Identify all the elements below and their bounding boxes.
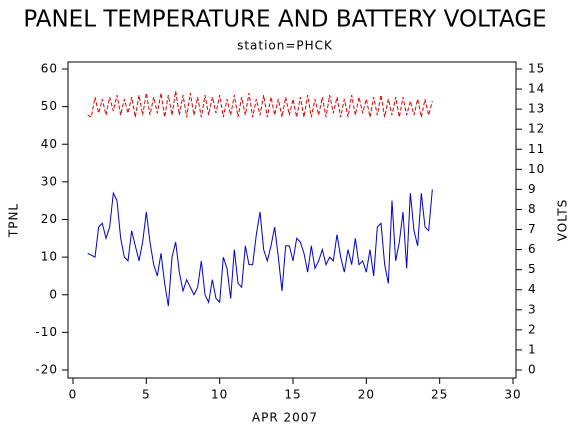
plot-frame bbox=[67, 61, 517, 379]
y2-tick-label: 6 bbox=[528, 242, 537, 256]
y-tick-label: 20 bbox=[41, 212, 58, 226]
series-line bbox=[87, 90, 433, 118]
y2-tick-label: 11 bbox=[528, 142, 545, 156]
x-tick-label: 20 bbox=[358, 388, 375, 402]
y2-tick-label: 10 bbox=[528, 162, 545, 176]
y-tick-label: 50 bbox=[41, 99, 58, 113]
y2-tick-label: 3 bbox=[528, 302, 537, 316]
series-line bbox=[87, 189, 433, 307]
y-tick-label: 40 bbox=[41, 137, 58, 151]
y-tick-label: -20 bbox=[35, 363, 58, 377]
y-tick-label: 60 bbox=[41, 62, 58, 76]
y2-tick-label: 0 bbox=[528, 363, 537, 377]
x-axis-label: APR 2007 bbox=[252, 411, 318, 425]
x-tick-label: 25 bbox=[431, 388, 448, 402]
y2-tick-label: 2 bbox=[528, 322, 537, 336]
y-tick-label: 0 bbox=[49, 287, 58, 301]
y2-tick-label: 14 bbox=[528, 82, 545, 96]
y2-tick-label: 15 bbox=[528, 62, 545, 76]
y-tick-label: 30 bbox=[41, 174, 58, 188]
y2-tick-label: 9 bbox=[528, 182, 537, 196]
x-tick-label: 5 bbox=[142, 388, 151, 402]
y2-tick-label: 13 bbox=[528, 102, 545, 116]
y-axis-label: TPNL bbox=[7, 203, 21, 238]
y-tick-label: 10 bbox=[41, 250, 58, 264]
y-tick-label: -10 bbox=[35, 325, 58, 339]
y2-tick-label: 1 bbox=[528, 342, 537, 356]
y2-axis-label: VOLTS bbox=[556, 199, 570, 241]
y2-tick-label: 5 bbox=[528, 262, 537, 276]
x-tick-label: 15 bbox=[284, 388, 301, 402]
x-tick-label: 10 bbox=[211, 388, 228, 402]
x-tick-label: 30 bbox=[504, 388, 521, 402]
x-tick-label: 0 bbox=[69, 388, 78, 402]
y2-tick-label: 8 bbox=[528, 202, 537, 216]
y2-tick-label: 7 bbox=[528, 222, 537, 236]
chart-subtitle: station=PHCK bbox=[237, 39, 333, 53]
y2-tick-label: 12 bbox=[528, 122, 545, 136]
chart-title: PANEL TEMPERATURE AND BATTERY VOLTAGE bbox=[23, 7, 546, 33]
y2-tick-label: 4 bbox=[528, 282, 537, 296]
